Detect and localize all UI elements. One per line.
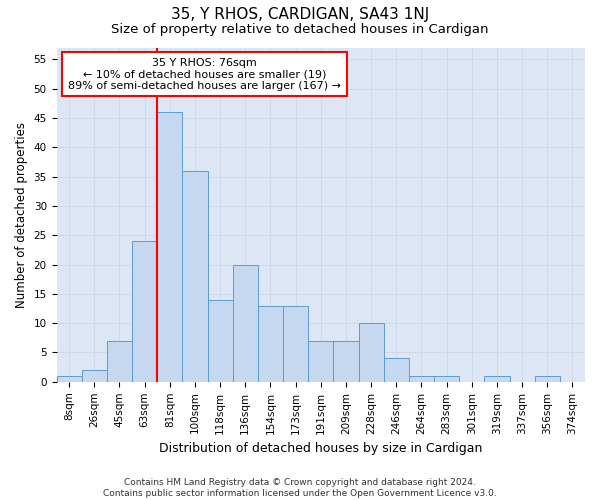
Bar <box>132 241 157 382</box>
Bar <box>308 341 334 382</box>
Bar <box>383 358 409 382</box>
X-axis label: Distribution of detached houses by size in Cardigan: Distribution of detached houses by size … <box>159 442 482 455</box>
Bar <box>182 170 208 382</box>
Bar <box>107 341 132 382</box>
Bar <box>56 376 82 382</box>
Bar <box>233 264 258 382</box>
Text: 35, Y RHOS, CARDIGAN, SA43 1NJ: 35, Y RHOS, CARDIGAN, SA43 1NJ <box>171 8 429 22</box>
Bar <box>359 323 383 382</box>
Bar <box>82 370 107 382</box>
Bar <box>157 112 182 382</box>
Text: 35 Y RHOS: 76sqm
← 10% of detached houses are smaller (19)
89% of semi-detached : 35 Y RHOS: 76sqm ← 10% of detached house… <box>68 58 341 90</box>
Bar <box>258 306 283 382</box>
Bar <box>535 376 560 382</box>
Bar <box>434 376 459 382</box>
Bar <box>283 306 308 382</box>
Bar <box>334 341 359 382</box>
Y-axis label: Number of detached properties: Number of detached properties <box>15 122 28 308</box>
Text: Size of property relative to detached houses in Cardigan: Size of property relative to detached ho… <box>111 22 489 36</box>
Text: Contains HM Land Registry data © Crown copyright and database right 2024.
Contai: Contains HM Land Registry data © Crown c… <box>103 478 497 498</box>
Bar <box>208 300 233 382</box>
Bar <box>409 376 434 382</box>
Bar <box>484 376 509 382</box>
